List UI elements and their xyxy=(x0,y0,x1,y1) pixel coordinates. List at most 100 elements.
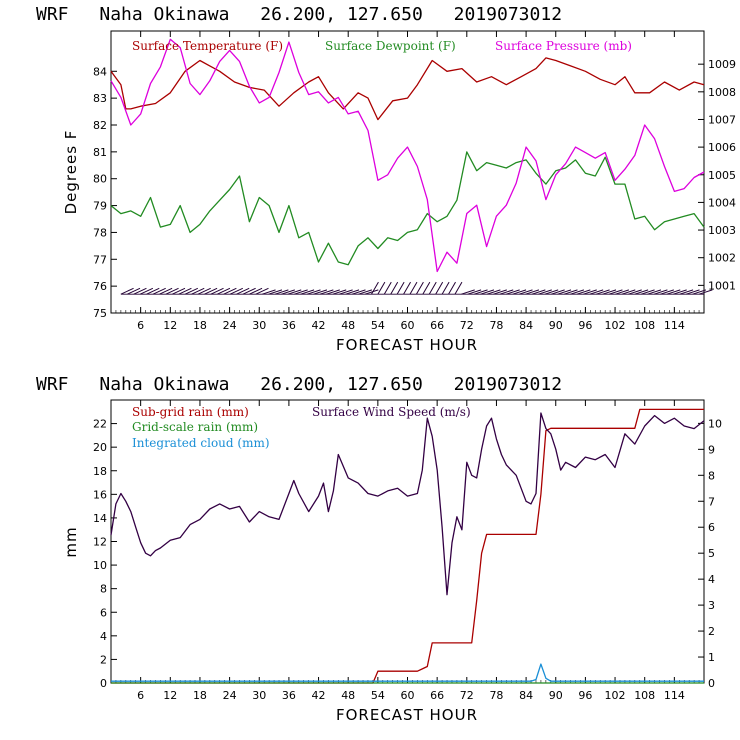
x-tick-label: 84 xyxy=(519,689,533,702)
wind-barb xyxy=(146,287,160,295)
y2-tick-label: 1001 xyxy=(708,279,736,292)
legend-gridscale-rain: Grid-scale rain (mm) xyxy=(132,420,258,434)
header-coords: 26.200, 127.650 xyxy=(260,4,423,25)
wind-barb xyxy=(666,289,681,295)
wind-barb xyxy=(653,289,668,295)
y-tick-label: 2 xyxy=(100,653,107,666)
wind-barb xyxy=(628,289,642,295)
wind-barb xyxy=(576,289,591,295)
x-tick-label: 60 xyxy=(401,319,415,332)
wind-barb xyxy=(281,289,295,295)
y-tick-label: 75 xyxy=(93,307,107,320)
series-surface-dewpoint-f xyxy=(110,151,705,266)
x-tick-label: 60 xyxy=(401,689,415,702)
legend-integrated-cloud: Integrated cloud (mm) xyxy=(132,436,270,450)
x-tick-label: 48 xyxy=(341,689,355,702)
x-tick-label: 108 xyxy=(634,319,655,332)
wind-barb xyxy=(506,289,520,295)
wind-barb xyxy=(589,289,604,295)
y2-tick-label: 0 xyxy=(708,677,715,690)
wind-barb xyxy=(525,289,540,295)
legend-wind-speed: Surface Wind Speed (m/s) xyxy=(312,405,471,419)
y-tick-label: 12 xyxy=(93,536,107,549)
wind-barb xyxy=(294,289,308,295)
y2-tick-label: 1006 xyxy=(708,141,736,154)
x-tick-label: 24 xyxy=(223,319,237,332)
y-axis-title: mm xyxy=(62,526,80,557)
x-tick-label: 90 xyxy=(549,689,563,702)
wind-barb xyxy=(486,289,501,295)
wind-barb xyxy=(448,281,456,295)
wind-barb xyxy=(370,281,379,295)
x-tick-label: 96 xyxy=(578,689,592,702)
wind-barb xyxy=(422,281,431,295)
wind-barb xyxy=(184,287,199,295)
wind-barb xyxy=(493,289,507,295)
wind-barb xyxy=(191,287,205,295)
wind-barb xyxy=(255,287,269,295)
wind-barb xyxy=(178,287,192,295)
y-tick-label: 80 xyxy=(93,173,107,186)
series-sub-grid-rain-mm xyxy=(111,408,704,684)
x-tick-label: 6 xyxy=(137,319,144,332)
wind-barb xyxy=(217,287,231,295)
x-tick-label: 24 xyxy=(223,689,237,702)
y2-tick-label: 1005 xyxy=(708,169,736,182)
x-tick-label: 108 xyxy=(634,689,655,702)
x-tick-label: 12 xyxy=(163,319,177,332)
panel-header: WRF Naha Okinawa 26.200, 127.650 2019073… xyxy=(36,374,562,395)
y2-tick-label: 9 xyxy=(708,443,715,456)
wind-barb xyxy=(262,289,276,295)
series-surface-temperature-f xyxy=(110,57,705,121)
wind-barb xyxy=(428,281,437,295)
wind-barb xyxy=(679,289,694,295)
wind-barb xyxy=(229,287,243,295)
wind-barb xyxy=(673,289,687,295)
wind-barb xyxy=(602,289,617,295)
y-tick-label: 0 xyxy=(100,677,107,690)
x-tick-label: 6 xyxy=(137,689,144,702)
wind-barb xyxy=(474,289,488,295)
wind-barb xyxy=(236,287,250,295)
wind-barb xyxy=(345,289,360,295)
wind-barb xyxy=(152,287,166,295)
wind-barb xyxy=(454,281,463,295)
header-init: 2019073012 xyxy=(454,374,562,395)
x-tick-label: 30 xyxy=(252,689,266,702)
y-tick-label: 79 xyxy=(93,200,107,213)
y-tick-label: 14 xyxy=(93,512,107,525)
series-layer xyxy=(110,408,705,684)
wind-barb xyxy=(512,289,527,295)
wind-barb xyxy=(319,289,334,295)
x-tick-label: 96 xyxy=(578,319,592,332)
wind-barb xyxy=(551,289,565,295)
wind-barb xyxy=(300,289,315,295)
wind-barb xyxy=(139,287,154,295)
series-surface-pressure-mb xyxy=(110,38,705,273)
x-tick-label: 78 xyxy=(489,689,503,702)
wind-barb xyxy=(621,289,636,295)
y-tick-label: 22 xyxy=(93,418,107,431)
y2-tick-label: 10 xyxy=(708,417,722,430)
wind-barb xyxy=(274,289,289,295)
legend-subgrid-rain: Sub-grid rain (mm) xyxy=(132,405,249,419)
wind-barb xyxy=(608,289,623,295)
wind-barb xyxy=(127,287,141,295)
y2-tick-label: 1002 xyxy=(708,252,736,265)
y2-tick-label: 1007 xyxy=(708,113,736,126)
wind-barb xyxy=(615,289,630,295)
header-model: WRF xyxy=(36,374,69,395)
wind-barb xyxy=(583,289,597,295)
wind-barb xyxy=(531,289,546,295)
y-tick-label: 4 xyxy=(100,630,107,643)
series-surface-wind-speed-m-s xyxy=(110,412,705,596)
wind-barb xyxy=(223,287,237,295)
wind-barb xyxy=(692,289,707,295)
wind-barb xyxy=(242,287,256,295)
y-axis-title: Degrees F xyxy=(62,130,80,215)
y-tick-label: 81 xyxy=(93,146,107,159)
wind-barb xyxy=(210,287,224,295)
y-tick-label: 76 xyxy=(93,280,107,293)
x-tick-label: 36 xyxy=(282,689,296,702)
